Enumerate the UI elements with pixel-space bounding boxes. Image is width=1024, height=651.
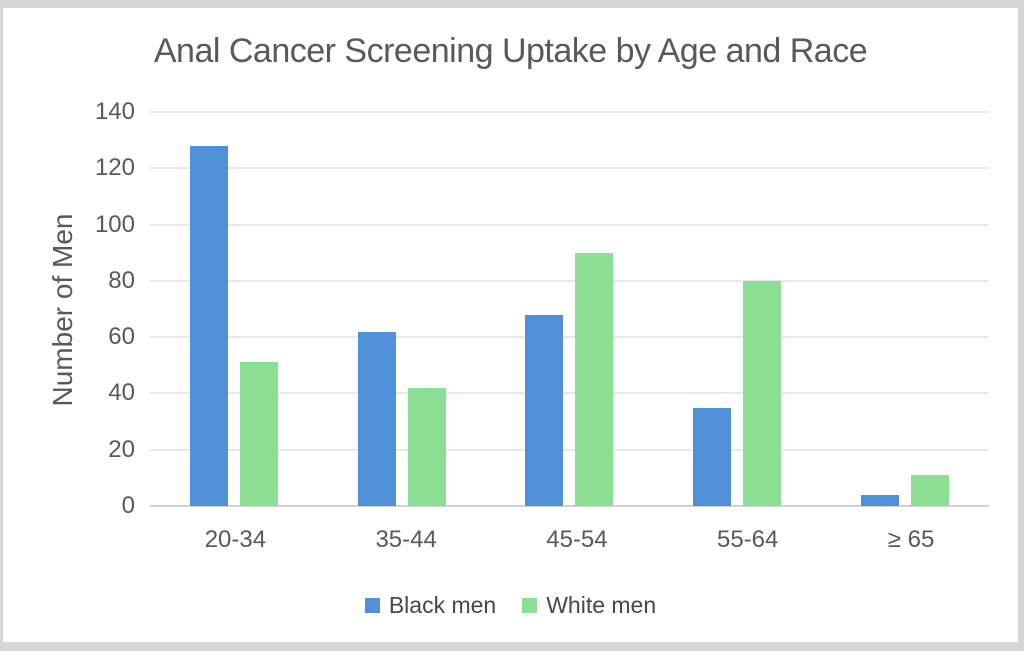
gridline — [150, 279, 989, 282]
y-tick-label: 60 — [108, 323, 135, 351]
y-tick-label: 40 — [108, 379, 135, 407]
bars-layer — [150, 112, 989, 506]
bar-black-men — [525, 314, 564, 506]
bar-white-men — [743, 280, 782, 506]
bar-group — [693, 112, 782, 506]
bar-black-men — [861, 494, 900, 506]
legend-item: White men — [522, 592, 656, 619]
x-axis-line — [150, 505, 989, 507]
legend-item: Black men — [364, 592, 497, 619]
y-tick-label: 80 — [108, 266, 135, 294]
gridline — [150, 336, 989, 339]
x-axis-labels: 20-34 35-44 45-54 55-64 ≥ 65 — [150, 526, 989, 554]
gridline — [150, 167, 989, 170]
x-axis-label: 20-34 — [204, 526, 267, 553]
plot-area — [150, 111, 989, 507]
bar-black-men — [189, 145, 228, 506]
y-tick-label: 100 — [94, 210, 135, 238]
chart-canvas: Anal Cancer Screening Uptake by Age and … — [3, 8, 1018, 642]
y-tick-label: 140 — [94, 98, 135, 125]
bar-group — [525, 112, 614, 506]
x-axis-label: 35-44 — [375, 526, 437, 553]
bar-group — [357, 112, 446, 506]
bar-black-men — [357, 331, 396, 506]
x-axis-label: ≥ 65 — [887, 526, 935, 553]
bar-group — [189, 112, 278, 506]
legend: Black men White men — [3, 592, 1018, 619]
y-axis-ticks: 140 120 100 80 60 40 20 0 — [58, 100, 135, 518]
bar-group — [861, 112, 950, 506]
y-tick-label: 120 — [94, 154, 135, 182]
chart-title: Anal Cancer Screening Uptake by Age and … — [153, 32, 868, 70]
x-axis-label: 45-54 — [546, 526, 608, 553]
x-axis-label: 55-64 — [716, 526, 779, 553]
legend-swatch-white-men — [522, 598, 538, 613]
bar-white-men — [239, 362, 278, 506]
legend-swatch-black-men — [364, 598, 380, 613]
gridline — [150, 111, 989, 113]
legend-label: White men — [546, 592, 657, 618]
bar-black-men — [693, 407, 732, 506]
y-tick-label: 0 — [121, 492, 135, 519]
gridline — [150, 223, 989, 226]
bar-white-men — [407, 387, 446, 506]
y-tick-label: 20 — [108, 435, 135, 463]
bar-white-men — [575, 252, 614, 506]
bar-white-men — [911, 475, 950, 506]
legend-label: Black men — [388, 592, 497, 618]
gridline — [150, 448, 989, 451]
gridline — [150, 392, 989, 395]
